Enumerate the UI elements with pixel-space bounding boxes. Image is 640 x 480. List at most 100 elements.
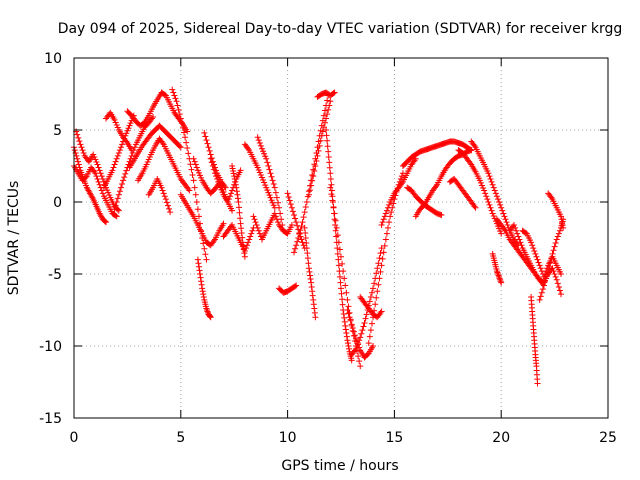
data-point [347, 317, 354, 324]
data-point [169, 86, 176, 93]
data-point [272, 189, 279, 196]
data-point [246, 236, 253, 243]
data-point [558, 213, 565, 220]
data-point [127, 120, 134, 127]
data-point [162, 196, 169, 203]
data-point [307, 276, 314, 283]
data-point [75, 158, 82, 165]
data-point [321, 119, 328, 126]
data-point [357, 334, 364, 341]
data-point [552, 273, 559, 280]
data-point [278, 216, 285, 223]
data-point [478, 182, 485, 189]
data-point [534, 380, 541, 387]
data-point [328, 191, 335, 198]
data-point [256, 169, 263, 176]
data-point [377, 250, 384, 257]
data-point [334, 232, 341, 239]
data-point [298, 236, 305, 243]
data-point [199, 288, 206, 295]
data-point [195, 169, 202, 176]
data-point [340, 268, 347, 275]
data-point [93, 173, 100, 180]
data-point [203, 256, 210, 263]
y-tick-label: -10 [39, 339, 62, 355]
data-point [536, 296, 543, 303]
data-point [368, 320, 375, 327]
data-point [370, 343, 377, 349]
data-point [189, 172, 196, 178]
data-point [181, 129, 188, 136]
data-point [303, 240, 310, 247]
data-point [82, 174, 89, 181]
data-point [365, 340, 372, 347]
data-point [362, 315, 369, 322]
data-point [237, 215, 244, 222]
data-point [178, 120, 185, 127]
data-point [94, 161, 101, 168]
data-point [348, 357, 355, 364]
data-point [497, 276, 504, 283]
data-point [203, 137, 210, 144]
data-point [270, 181, 277, 187]
data-point [198, 281, 205, 288]
data-point [120, 177, 127, 184]
data-point [382, 236, 389, 243]
data-point [502, 216, 509, 223]
data-point [263, 184, 270, 191]
data-point [511, 222, 518, 229]
data-point [358, 330, 365, 337]
data-point [255, 227, 262, 234]
data-point [206, 147, 213, 154]
data-point [309, 172, 316, 178]
data-point [164, 202, 171, 209]
data-point [302, 229, 309, 236]
data-point [104, 187, 111, 194]
data-point [198, 174, 205, 181]
data-point [95, 178, 102, 185]
x-tick-label: 5 [176, 430, 185, 446]
data-point [271, 210, 278, 217]
data-point [338, 285, 344, 292]
data-point [480, 184, 487, 191]
data-point [384, 224, 391, 231]
data-point [207, 155, 214, 162]
data-point [374, 265, 381, 272]
data-point [386, 219, 393, 226]
data-point [292, 283, 299, 290]
data-point [176, 143, 183, 150]
data-point [317, 137, 324, 144]
data-point [257, 172, 264, 178]
data-point [113, 155, 120, 162]
data-point [254, 224, 261, 231]
data-point [383, 230, 390, 237]
data-point [375, 260, 382, 267]
data-point [298, 223, 305, 230]
data-point [125, 125, 132, 132]
data-point [323, 132, 330, 139]
data-point [355, 340, 362, 347]
data-point [77, 141, 84, 148]
data-point [346, 345, 353, 352]
data-point [123, 167, 130, 174]
data-point [91, 154, 98, 160]
data-point [194, 206, 201, 213]
data-point [249, 227, 256, 234]
data-point [174, 102, 181, 109]
data-point [494, 269, 501, 276]
data-point [119, 181, 126, 187]
data-point [297, 227, 304, 234]
data-point [370, 285, 377, 292]
data-point [258, 145, 265, 152]
data-point [371, 280, 378, 287]
data-point [535, 259, 542, 266]
data-point [547, 259, 554, 266]
data-point [265, 189, 272, 196]
data-point [381, 213, 388, 220]
data-point [269, 199, 276, 206]
data-point [191, 184, 198, 191]
data-point [268, 197, 275, 204]
data-point [239, 234, 246, 241]
data-point [114, 195, 121, 202]
data-point [261, 150, 268, 157]
